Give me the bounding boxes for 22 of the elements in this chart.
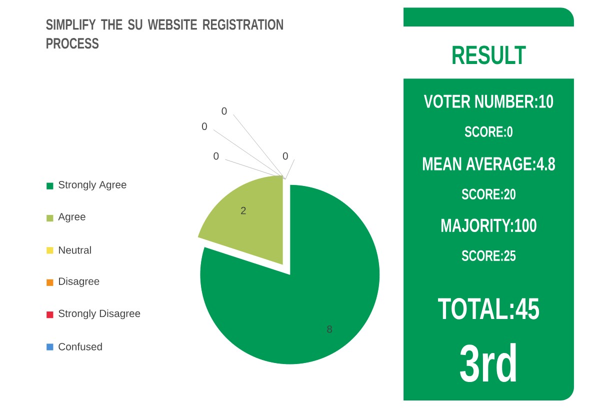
text: SCORE:20 <box>462 188 516 200</box>
legend-label: Strongly Agree <box>58 180 126 190</box>
legend-label: Confused <box>58 342 102 350</box>
text: 3rd <box>460 343 516 382</box>
text: 0 <box>202 122 207 130</box>
text: RESULT <box>452 46 526 64</box>
data-label: 8 <box>327 326 332 333</box>
legend-label: Agree <box>58 213 86 222</box>
legend-label: Disagree <box>59 277 100 288</box>
text: VOTER NUMBER:10 <box>424 94 554 108</box>
text: MAJORITY:100 <box>441 218 536 232</box>
legend-label: Strongly Disagree <box>58 310 140 320</box>
text: 0 <box>282 152 288 160</box>
text: 0 <box>222 107 227 115</box>
legend-label: Neutral <box>59 246 91 254</box>
data-label: 2 <box>241 207 246 214</box>
text: SCORE:25 <box>462 250 516 262</box>
text: SCORE:0 <box>464 126 512 138</box>
chart-title: SIMPLIFY THE SU WEBSITE REGISTRATION PROCESS <box>46 19 283 49</box>
text: MEAN AVERAGE:4.8 <box>422 157 555 171</box>
text: TOTAL:45 <box>438 298 540 320</box>
text: 0 <box>214 152 219 160</box>
